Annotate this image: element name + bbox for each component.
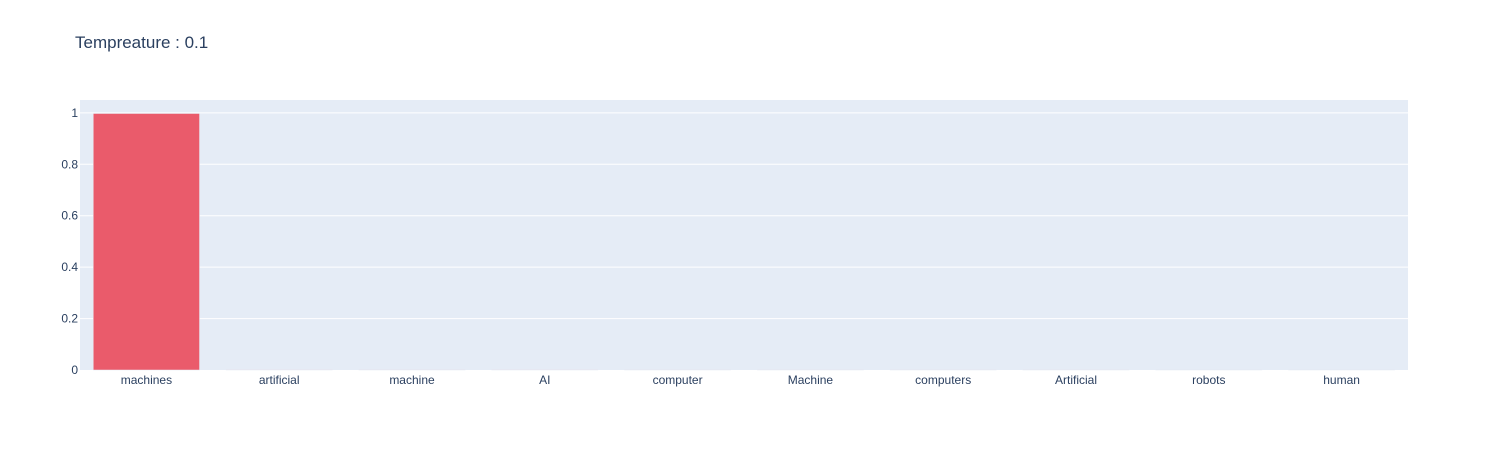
x-tick-label: AI <box>539 373 550 387</box>
x-tick-label: computers <box>915 373 971 387</box>
y-tick-label: 0.6 <box>61 209 78 223</box>
y-tick-label: 0 <box>71 363 78 377</box>
y-axis-ticks: 0 0.2 0.4 0.6 0.8 1 <box>61 106 78 377</box>
chart-title: Tempreature : 0.1 <box>75 33 209 52</box>
gridlines <box>80 112 1408 320</box>
x-tick-label: machine <box>389 373 435 387</box>
y-tick-label: 0.8 <box>61 157 78 171</box>
x-tick-label: Artificial <box>1055 373 1097 387</box>
bar-machines[interactable] <box>93 113 200 371</box>
bars <box>93 113 1395 371</box>
x-tick-label: human <box>1323 373 1360 387</box>
x-tick-label: artificial <box>259 373 300 387</box>
y-tick-label: 1 <box>71 106 78 120</box>
x-tick-label: Machine <box>788 373 834 387</box>
plot-area <box>80 100 1408 370</box>
x-tick-label: computer <box>653 373 703 387</box>
y-tick-label: 0.2 <box>61 312 78 326</box>
x-axis-ticks: machines artificial machine AI computer Machi… <box>121 373 1360 387</box>
y-tick-label: 0.4 <box>61 260 78 274</box>
x-tick-label: machines <box>121 373 172 387</box>
x-tick-label: robots <box>1192 373 1225 387</box>
